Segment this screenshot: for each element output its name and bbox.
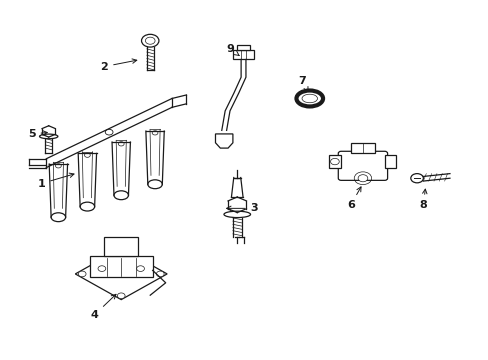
Bar: [236, 45, 250, 50]
FancyBboxPatch shape: [104, 237, 138, 256]
FancyBboxPatch shape: [338, 151, 387, 180]
Polygon shape: [215, 134, 232, 148]
Circle shape: [145, 37, 155, 44]
Polygon shape: [328, 155, 341, 168]
Ellipse shape: [296, 90, 323, 107]
Circle shape: [84, 153, 90, 157]
Text: 7: 7: [298, 76, 307, 91]
Text: 9: 9: [225, 44, 239, 55]
Text: 3: 3: [226, 203, 258, 213]
Circle shape: [330, 158, 339, 165]
Circle shape: [141, 34, 159, 47]
Circle shape: [117, 293, 125, 298]
Circle shape: [105, 129, 113, 135]
Circle shape: [156, 271, 164, 277]
Text: 4: 4: [90, 294, 116, 320]
Polygon shape: [384, 155, 395, 168]
Polygon shape: [75, 248, 167, 300]
FancyBboxPatch shape: [90, 256, 152, 278]
Circle shape: [410, 174, 423, 183]
Ellipse shape: [114, 191, 128, 200]
Circle shape: [98, 266, 105, 271]
Ellipse shape: [224, 211, 250, 217]
Ellipse shape: [51, 213, 65, 222]
Bar: [350, 143, 374, 153]
Ellipse shape: [80, 202, 95, 211]
Circle shape: [152, 131, 158, 135]
Ellipse shape: [40, 134, 58, 139]
Circle shape: [137, 266, 144, 271]
Circle shape: [357, 175, 367, 182]
Text: 2: 2: [100, 59, 137, 72]
Circle shape: [78, 271, 86, 277]
Text: 1: 1: [38, 173, 74, 189]
Circle shape: [117, 249, 125, 255]
Circle shape: [118, 142, 124, 146]
Text: 8: 8: [419, 189, 427, 210]
Ellipse shape: [147, 180, 162, 189]
Circle shape: [55, 164, 61, 168]
Text: 5: 5: [28, 129, 47, 139]
Ellipse shape: [302, 94, 317, 103]
Bar: [232, 50, 254, 59]
Text: 6: 6: [346, 187, 360, 210]
